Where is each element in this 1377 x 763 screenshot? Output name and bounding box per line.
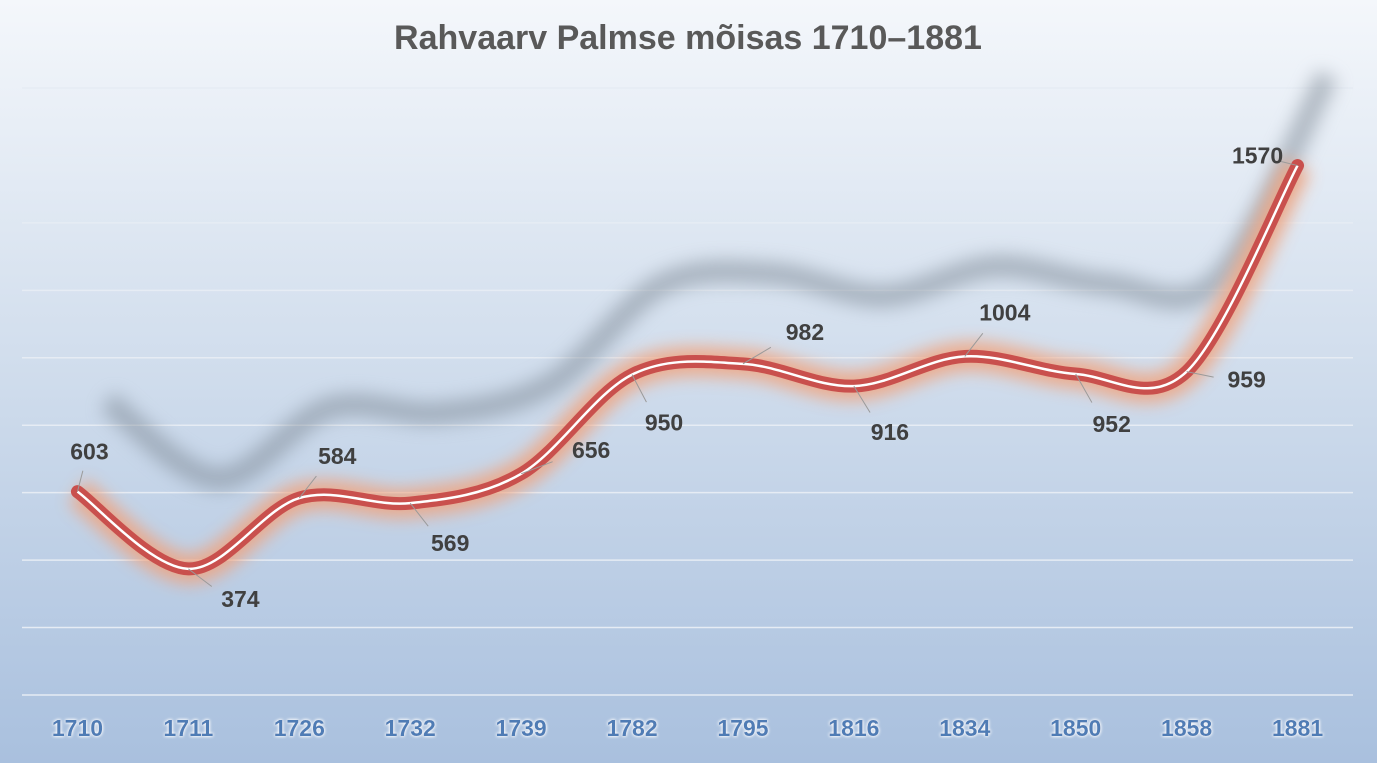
leader-line (520, 461, 553, 475)
leader-line (1279, 160, 1298, 167)
data-label: 1570 (1232, 143, 1283, 169)
data-label: 982 (786, 319, 824, 345)
data-label: 916 (871, 419, 909, 445)
x-tick-label: 1782 (606, 715, 657, 741)
data-label: 374 (221, 586, 260, 612)
data-label: 1004 (979, 300, 1030, 326)
line-highlight (76, 164, 1299, 571)
chart-title: Rahvaarv Palmse mõisas 1710–1881 (394, 19, 982, 57)
data-label: 950 (645, 410, 683, 436)
data-label: 952 (1093, 411, 1131, 437)
leader-line (1186, 371, 1214, 378)
leader-line (853, 385, 871, 413)
leader-line (742, 346, 772, 365)
data-label: 603 (70, 439, 108, 465)
leader-line (76, 470, 84, 492)
line-shadow (100, 70, 1338, 490)
x-tick-label: 1795 (717, 715, 768, 741)
x-tick-label: 1850 (1050, 715, 1101, 741)
x-tick-label: 1816 (828, 715, 879, 741)
leader-line (964, 333, 984, 357)
leader-line (409, 502, 429, 527)
leader-line (1075, 373, 1093, 403)
leader-line (298, 475, 317, 499)
data-label: 656 (572, 437, 610, 463)
data-label: 959 (1227, 367, 1265, 393)
x-tick-label: 1739 (496, 715, 547, 741)
x-tick-label: 1881 (1272, 715, 1323, 741)
x-tick-label: 1834 (939, 715, 990, 741)
leader-line (631, 374, 647, 403)
data-label: 584 (318, 443, 357, 469)
x-tick-label: 1732 (385, 715, 436, 741)
x-tick-label: 1726 (274, 715, 325, 741)
data-label: 569 (431, 530, 469, 556)
x-tick-label: 1710 (52, 715, 103, 741)
x-tick-label: 1858 (1161, 715, 1212, 741)
leader-line (188, 568, 213, 587)
x-tick-label: 1711 (163, 715, 213, 741)
